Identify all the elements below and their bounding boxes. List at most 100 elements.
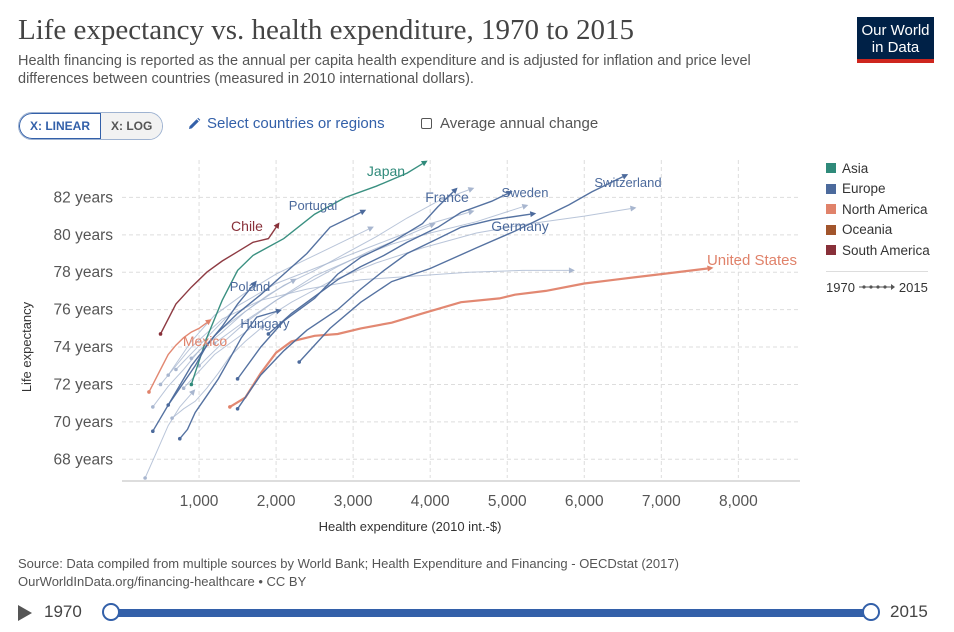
series-label: Chile xyxy=(231,218,263,234)
x-linear-button[interactable]: X: LINEAR xyxy=(19,113,101,139)
series-end-arrow xyxy=(451,187,458,194)
series-start-point xyxy=(151,405,155,409)
series-label: France xyxy=(425,189,469,205)
x-tick-label: 3,000 xyxy=(334,493,373,510)
series-start-point xyxy=(158,332,163,336)
legend-item-asia[interactable]: Asia xyxy=(826,158,930,179)
series-line xyxy=(160,269,569,385)
legend-range-end: 2015 xyxy=(898,279,928,295)
series-end-arrow xyxy=(621,174,629,180)
series-start-point xyxy=(228,405,232,409)
series-line xyxy=(175,211,469,370)
series-line xyxy=(190,189,469,359)
timeline-start-handle[interactable] xyxy=(102,603,120,621)
series-start-point xyxy=(189,356,194,361)
series-line xyxy=(237,191,454,380)
series-end-arrow xyxy=(420,160,428,167)
x-log-button[interactable]: X: LOG xyxy=(101,113,163,139)
y-tick-label: 72 years xyxy=(54,376,114,393)
x-tick-label: 7,000 xyxy=(642,493,681,510)
series-end-arrow xyxy=(630,205,637,212)
timeline-end-label: 2015 xyxy=(890,602,928,621)
legend-item-oceania[interactable]: Oceania xyxy=(826,220,930,241)
legend-range-start: 1970 xyxy=(826,279,855,295)
y-axis-label: Life expectancy xyxy=(19,301,34,392)
average-change-label: Average annual change xyxy=(440,115,599,132)
series-start-point xyxy=(158,382,163,387)
series-end-arrow xyxy=(521,203,529,210)
series-label: Switzerland xyxy=(594,175,661,190)
legend-item-europe[interactable]: Europe xyxy=(826,179,930,200)
series-start-point xyxy=(212,341,217,346)
source-url[interactable]: OurWorldInData.org/financing-healthcare … xyxy=(18,574,307,589)
legend-swatch xyxy=(826,183,836,194)
legend-item-north-america[interactable]: North America xyxy=(826,199,930,220)
series-start-point xyxy=(170,416,174,420)
y-tick-label: 82 years xyxy=(54,189,114,206)
series-end-arrow xyxy=(505,191,513,197)
series-end-arrow xyxy=(529,211,537,218)
series-line xyxy=(183,208,631,389)
series-label: Japan xyxy=(367,163,405,179)
source-text: Source: Data compiled from multiple sour… xyxy=(18,556,679,571)
series-line xyxy=(167,228,369,376)
play-icon[interactable] xyxy=(18,605,32,621)
x-tick-label: 1,000 xyxy=(180,493,219,510)
chart-title: Life expectancy vs. health expenditure, … xyxy=(18,14,635,46)
series-line xyxy=(152,211,362,432)
legend-label: Europe xyxy=(842,181,886,197)
series-start-point xyxy=(235,406,240,411)
legend-label: Oceania xyxy=(842,222,893,238)
legend-swatch xyxy=(826,163,836,174)
series-start-point xyxy=(181,386,186,391)
series-line xyxy=(171,328,262,419)
source-note: Source: Data compiled from multiple sour… xyxy=(18,555,679,591)
legend-time-range: 1970 2015 xyxy=(826,280,930,295)
owid-logo[interactable]: Our World in Data xyxy=(857,17,934,63)
series-line xyxy=(267,193,508,335)
timeline-track[interactable] xyxy=(110,609,870,617)
series-start-point xyxy=(166,373,171,377)
series-end-arrow xyxy=(367,226,374,232)
series-line xyxy=(179,310,277,440)
average-change-toggle[interactable]: Average annual change xyxy=(421,115,598,132)
series-start-point xyxy=(147,390,151,394)
series-end-arrow xyxy=(707,265,714,272)
series-start-point xyxy=(151,429,155,434)
series-start-point xyxy=(235,377,240,381)
series-line xyxy=(214,206,523,344)
series-start-point xyxy=(297,360,302,364)
logo-line-2: in Data xyxy=(871,39,920,56)
legend-divider xyxy=(826,270,928,272)
series-label: Hungary xyxy=(240,316,290,331)
x-tick-label: 8,000 xyxy=(719,493,758,510)
x-scale-toggle[interactable]: X: LINEAR X: LOG xyxy=(18,112,164,140)
x-tick-label: 2,000 xyxy=(257,493,296,510)
series-line xyxy=(298,176,624,363)
x-tick-label: 6,000 xyxy=(565,493,604,510)
legend-swatch xyxy=(826,204,836,215)
series-line xyxy=(167,284,254,406)
timeline-end-handle[interactable] xyxy=(862,603,880,621)
series-end-arrow xyxy=(258,324,266,331)
timeline: 1970 2015 xyxy=(18,600,938,626)
average-change-checkbox[interactable] xyxy=(421,118,432,129)
logo-line-1: Our World xyxy=(861,22,930,39)
series-line xyxy=(144,393,192,479)
series-line xyxy=(229,267,708,408)
series-end-arrow xyxy=(275,308,282,315)
series-start-point xyxy=(174,367,178,372)
series-line xyxy=(237,213,531,410)
series-start-point xyxy=(266,332,271,336)
legend-swatch xyxy=(826,245,836,256)
y-tick-label: 74 years xyxy=(54,339,114,356)
dotted-arrow-icon xyxy=(858,284,895,290)
series-line xyxy=(159,226,277,335)
select-countries-link[interactable]: Select countries or regions xyxy=(187,115,385,132)
legend-label: South America xyxy=(842,242,930,258)
legend-item-south-america[interactable]: South America xyxy=(826,240,930,261)
series-start-point xyxy=(177,436,182,441)
x-tick-label: 4,000 xyxy=(411,493,450,510)
series-end-arrow xyxy=(205,319,212,326)
